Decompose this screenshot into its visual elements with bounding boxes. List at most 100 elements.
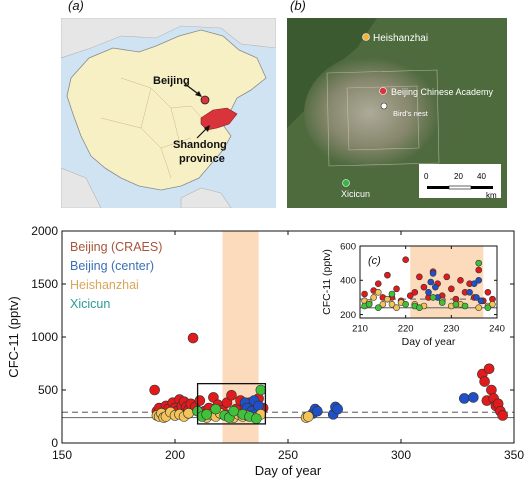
- inset-point-beijing-craes--3: [374, 280, 382, 288]
- main-ytick-label-3: 1500: [31, 277, 58, 291]
- inset-point-beijing-craes--7: [393, 285, 400, 293]
- china-map: Beijing Shandong province: [61, 18, 276, 208]
- inset-ytick-label-1: 400: [340, 276, 356, 287]
- inset-panel-label: (c): [368, 255, 381, 267]
- inset-xtick-label-3: 240: [489, 324, 505, 335]
- inset-point-xicicun-4: [402, 300, 409, 308]
- site-xicicun-label: Xicicun: [341, 189, 370, 199]
- inset-point-beijing-craes--18: [443, 273, 451, 281]
- main-point-xicicun-3: [210, 403, 221, 415]
- main-point-beijing-center--12: [332, 403, 344, 415]
- main-ytick-label-1: 500: [38, 383, 58, 397]
- inset-point-beijing-craes--11: [411, 288, 419, 296]
- main-xtick-label-2: 250: [278, 448, 298, 462]
- inset-point-beijing-center--1: [427, 278, 435, 286]
- scale-bar-segment-1: [427, 186, 449, 189]
- legend-entry-heishanzhai: Heishanzhai: [70, 278, 139, 292]
- inset-point-beijing-craes--5: [384, 271, 391, 279]
- main-point-beijing-center--13: [458, 393, 470, 404]
- main-point-beijing-center--9: [312, 405, 323, 417]
- beijing-marker: [200, 95, 210, 105]
- inset-point-beijing-center--6: [470, 280, 478, 288]
- inset-xlabel: Day of year: [402, 336, 456, 348]
- inset-point-xicicun-3: [388, 290, 396, 298]
- legend-entry-beijing-center-: Beijing (center): [70, 259, 154, 273]
- inset-point-xicicun-11: [475, 259, 483, 267]
- main-point-beijing-craes--43: [497, 410, 509, 421]
- main-point-xicicun-9: [251, 413, 262, 424]
- main-xtick-label-1: 200: [165, 448, 185, 462]
- inset-point-heishanzhai-3: [374, 288, 382, 296]
- inset-point-beijing-craes--9: [402, 256, 409, 264]
- legend-entry-xicicun: Xicicun: [70, 297, 110, 311]
- inset-point-xicicun-10: [461, 302, 469, 310]
- main-point-beijing-craes--37: [483, 363, 495, 375]
- site-birds-nest-label: Bird's nest: [393, 109, 429, 118]
- inset-point-beijing-center--3: [432, 283, 439, 291]
- inset-point-xicicun-8: [438, 299, 446, 306]
- inset-point-beijing-craes--12: [416, 273, 423, 281]
- shandong-label: Shandong province: [173, 139, 230, 165]
- inset-point-heishanzhai-4: [379, 300, 387, 308]
- inset-point-beijing-craes--27: [484, 288, 492, 296]
- inset-point-beijing-craes--19: [448, 285, 455, 293]
- panel-b-label: (b): [290, 0, 306, 13]
- inset-frame: [359, 245, 498, 319]
- scale-bar: 0 20 40 km: [419, 164, 501, 200]
- main-ylabel: CFC-11 (pptv): [6, 296, 21, 377]
- main-point-beijing-craes--17: [187, 332, 199, 344]
- site-xicicun-marker: [342, 179, 350, 187]
- main-point-beijing-center--14: [468, 392, 479, 403]
- inset-point-xicicun-7: [429, 294, 437, 301]
- scale-label-0: 0: [424, 172, 429, 181]
- inset-point-beijing-craes--10: [406, 292, 414, 300]
- inset-point-beijing-center--7: [473, 294, 480, 301]
- inset-point-beijing-center--5: [466, 288, 473, 296]
- inset-point-heishanzhai-6: [388, 300, 396, 308]
- inset-point-heishanzhai-7: [393, 304, 400, 312]
- shandong-province: [200, 107, 238, 131]
- inset-xtick-label-0: 210: [352, 324, 368, 335]
- inset-point-xicicun-12: [484, 304, 492, 312]
- inset-point-heishanzhai-16: [489, 300, 496, 308]
- main-xtick-label-4: 350: [504, 448, 524, 462]
- satellite-map: Heishanzhai Beijing Chinese Academy Bird…: [287, 18, 507, 208]
- scale-label-20: 20: [454, 172, 463, 181]
- inset-point-beijing-craes--13: [420, 283, 428, 291]
- scale-bar-background: [419, 164, 501, 198]
- neighbor-land: [61, 18, 276, 208]
- province-boundaries: [100, 77, 212, 179]
- inset-point-xicicun-6: [416, 304, 423, 312]
- inset-ylabel: CFC-11 (pptv): [321, 249, 333, 315]
- inset-point-beijing-center--8: [475, 276, 483, 284]
- main-highlight-box: [196, 382, 267, 425]
- scale-label-40: 40: [477, 172, 486, 181]
- main-ytick-label-4: 2000: [31, 224, 58, 238]
- legend-entry-beijing-craes-: Beijing (CRAES): [70, 240, 162, 254]
- site-birds-nest-marker: [380, 102, 388, 110]
- inset-point-xicicun-9: [452, 300, 460, 308]
- shandong-arrowhead: [204, 125, 210, 132]
- main-xtick-label-3: 300: [391, 448, 411, 462]
- inset-point-heishanzhai-2: [370, 294, 378, 301]
- main-point-xicicun-6: [228, 405, 240, 417]
- beijing-label: Beijing: [153, 75, 190, 87]
- inset-group: 210 220 230 240 200 400 600 Day of year CFC-11 (…: [321, 241, 505, 348]
- site-craes-label: Beijing Chinese Academy: [391, 87, 494, 97]
- inset-point-xicicun-2: [374, 304, 382, 312]
- urban-area: [304, 51, 460, 175]
- main-point-beijing-craes--26: [226, 390, 237, 401]
- inset-point-beijing-craes--0: [361, 290, 368, 298]
- inset-ytick-label-0: 200: [340, 310, 356, 321]
- site-heishanzhai-marker: [362, 33, 370, 41]
- main-point-beijing-craes--0: [149, 384, 160, 396]
- inset-xtick-label-2: 230: [443, 324, 459, 335]
- inset-point-beijing-center--9: [477, 297, 485, 305]
- scale-unit: km: [486, 191, 497, 200]
- inset-point-heishanzhai-14: [475, 304, 483, 312]
- inset-point-xicicun-1: [365, 300, 373, 308]
- panel-a-label: (a): [68, 0, 84, 13]
- inset-xtick-label-1: 220: [398, 324, 414, 335]
- scale-bar-segment-3: [471, 186, 493, 189]
- inset-point-heishanzhai-5: [384, 295, 391, 303]
